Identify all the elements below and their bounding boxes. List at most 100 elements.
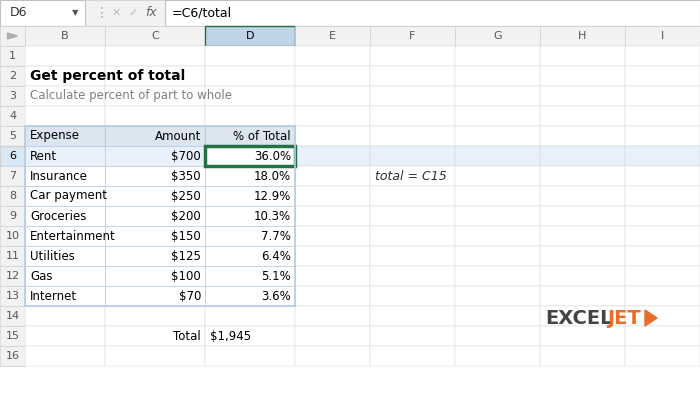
Text: 10.3%: 10.3% xyxy=(254,210,291,222)
Bar xyxy=(295,46,370,66)
Bar xyxy=(105,346,205,366)
Bar xyxy=(0,0,85,26)
Bar xyxy=(105,126,205,146)
Bar xyxy=(105,226,205,246)
Bar xyxy=(370,346,455,366)
Bar xyxy=(455,286,540,306)
Bar xyxy=(105,226,205,246)
Text: 1: 1 xyxy=(9,51,16,61)
Bar xyxy=(0,166,25,186)
Text: 3.6%: 3.6% xyxy=(261,290,291,302)
Text: 6: 6 xyxy=(9,151,16,161)
Bar xyxy=(0,186,25,206)
Bar xyxy=(540,186,625,206)
Bar xyxy=(370,266,455,286)
Bar xyxy=(295,166,370,186)
Bar xyxy=(105,266,205,286)
Bar xyxy=(105,266,205,286)
Bar xyxy=(25,26,105,46)
Text: I: I xyxy=(661,31,664,41)
Bar xyxy=(25,346,105,366)
Bar xyxy=(205,246,295,266)
Bar xyxy=(25,226,105,246)
Bar xyxy=(105,146,205,166)
Bar xyxy=(370,286,455,306)
Bar xyxy=(295,206,370,226)
Bar xyxy=(540,26,625,46)
Bar xyxy=(105,166,205,186)
Bar xyxy=(205,126,295,146)
Text: 8: 8 xyxy=(9,191,16,201)
Bar xyxy=(295,66,370,86)
Bar xyxy=(625,126,700,146)
Bar xyxy=(0,0,700,26)
Bar xyxy=(455,186,540,206)
Bar xyxy=(455,26,540,46)
Bar xyxy=(455,346,540,366)
Bar xyxy=(205,146,295,166)
Text: Groceries: Groceries xyxy=(30,210,86,222)
Bar xyxy=(540,226,625,246)
Text: 36.0%: 36.0% xyxy=(254,150,291,162)
Text: Insurance: Insurance xyxy=(30,170,88,182)
Bar xyxy=(25,146,105,166)
Bar xyxy=(25,326,105,346)
Bar xyxy=(625,106,700,126)
Text: 2: 2 xyxy=(9,71,16,81)
Bar xyxy=(105,46,205,66)
Bar xyxy=(205,106,295,126)
Bar xyxy=(105,306,205,326)
Bar xyxy=(540,266,625,286)
Bar xyxy=(25,126,295,306)
Text: $350: $350 xyxy=(172,170,201,182)
Bar xyxy=(25,46,105,66)
Bar xyxy=(295,286,370,306)
Bar xyxy=(0,246,25,266)
Bar xyxy=(625,206,700,226)
Bar xyxy=(455,266,540,286)
Bar xyxy=(105,66,205,86)
Bar xyxy=(540,326,625,346)
Text: 18.0%: 18.0% xyxy=(254,170,291,182)
Text: $70: $70 xyxy=(178,290,201,302)
Bar xyxy=(205,326,295,346)
Bar xyxy=(25,306,105,326)
Text: Total: Total xyxy=(174,330,201,342)
Bar xyxy=(25,146,105,166)
Bar xyxy=(370,146,455,166)
Text: 16: 16 xyxy=(6,351,20,361)
Text: Internet: Internet xyxy=(30,290,77,302)
Bar xyxy=(25,186,105,206)
Bar xyxy=(540,166,625,186)
Bar xyxy=(455,126,540,146)
Text: Entertainment: Entertainment xyxy=(30,230,116,242)
Bar xyxy=(0,226,25,246)
Bar xyxy=(370,166,455,186)
Polygon shape xyxy=(645,310,657,326)
Bar xyxy=(540,246,625,266)
Bar xyxy=(295,126,370,146)
Bar xyxy=(625,346,700,366)
Text: =C6/total: =C6/total xyxy=(172,6,232,20)
Bar xyxy=(455,206,540,226)
Bar xyxy=(25,246,105,266)
Bar xyxy=(25,126,105,146)
Bar xyxy=(540,106,625,126)
Bar xyxy=(0,86,25,106)
Bar xyxy=(455,306,540,326)
Text: 15: 15 xyxy=(6,331,20,341)
Bar xyxy=(25,186,105,206)
Text: total = C15: total = C15 xyxy=(375,170,447,182)
Text: fx: fx xyxy=(145,6,157,20)
Bar xyxy=(105,206,205,226)
Bar xyxy=(105,186,205,206)
Text: Expense: Expense xyxy=(30,130,80,142)
Text: Amount: Amount xyxy=(155,130,201,142)
Text: 3: 3 xyxy=(9,91,16,101)
Bar xyxy=(540,306,625,326)
Bar xyxy=(370,26,455,46)
Bar xyxy=(455,106,540,126)
Bar xyxy=(25,206,105,226)
Bar xyxy=(105,286,205,306)
Text: 14: 14 xyxy=(6,311,20,321)
